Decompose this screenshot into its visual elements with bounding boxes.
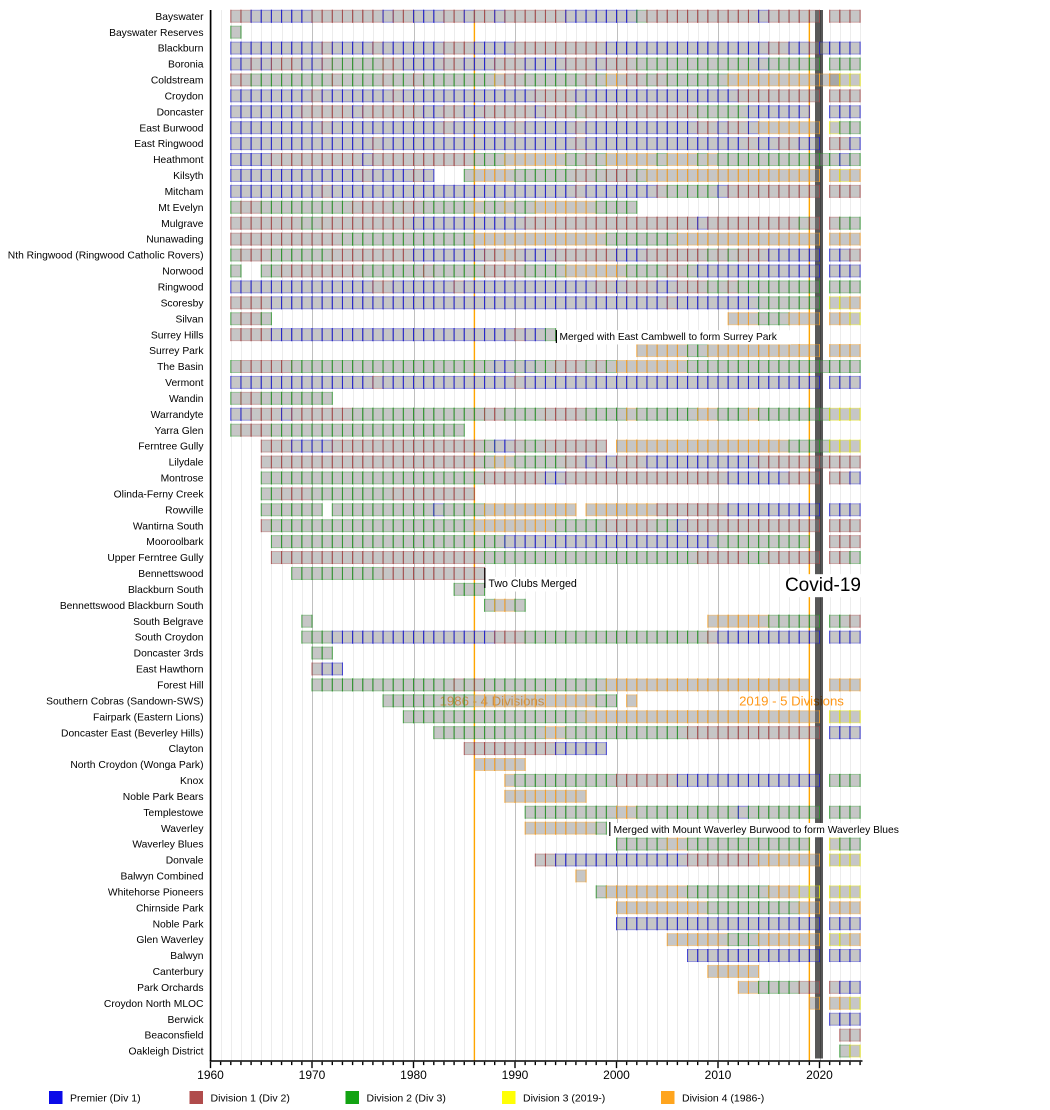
svg-text:1986 - 4 Divisions: 1986 - 4 Divisions bbox=[440, 694, 545, 709]
svg-text:2019 - 5 Divisions: 2019 - 5 Divisions bbox=[739, 694, 844, 709]
